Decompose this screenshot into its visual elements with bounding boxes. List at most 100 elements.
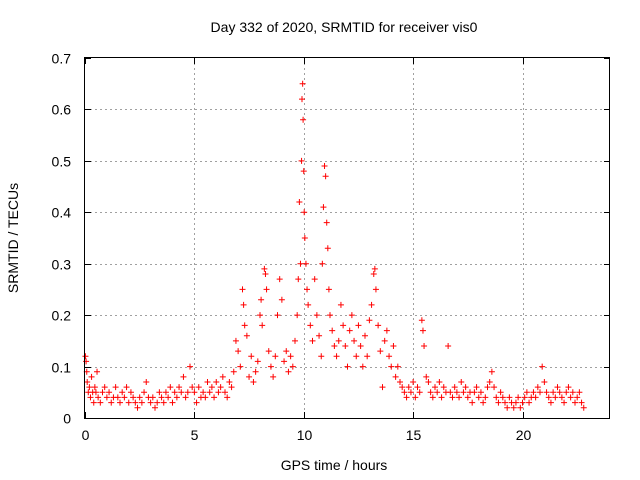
data-point	[534, 384, 541, 391]
data-point	[325, 286, 332, 293]
data-point	[134, 404, 141, 411]
data-point	[298, 157, 305, 164]
data-point	[405, 384, 412, 391]
data-point	[372, 286, 379, 293]
data-point	[545, 394, 552, 401]
chart-title: Day 332 of 2020, SRMTID for receiver vis…	[211, 19, 478, 35]
data-point	[510, 404, 517, 411]
data-point	[178, 389, 185, 396]
data-point	[423, 373, 430, 380]
data-point	[390, 343, 397, 349]
data-point	[114, 394, 121, 401]
data-point	[167, 384, 174, 391]
data-point	[331, 343, 338, 349]
data-point	[202, 394, 209, 401]
data-point	[440, 384, 447, 391]
data-point	[335, 337, 342, 344]
data-point	[499, 394, 506, 401]
data-point	[515, 394, 522, 401]
data-point	[301, 209, 308, 216]
data-point	[217, 384, 224, 391]
data-point	[187, 363, 193, 370]
data-point	[427, 389, 434, 396]
data-point	[165, 394, 172, 401]
grid	[85, 58, 610, 418]
data-point	[477, 389, 484, 396]
data-point	[88, 373, 95, 380]
data-point	[319, 260, 326, 267]
data-point	[160, 399, 167, 406]
data-point	[473, 384, 480, 391]
data-point	[193, 399, 200, 406]
data-point	[243, 332, 250, 339]
data-point	[191, 389, 198, 396]
data-point	[313, 312, 320, 319]
data-point	[281, 358, 288, 365]
data-point	[130, 394, 137, 401]
data-point	[342, 343, 349, 349]
data-point	[488, 368, 495, 375]
data-point	[136, 394, 143, 401]
data-point	[103, 394, 110, 401]
data-point	[541, 379, 548, 385]
data-point	[91, 384, 98, 391]
data-point	[132, 399, 139, 406]
data-point	[232, 337, 239, 344]
data-point	[552, 394, 559, 401]
data-point	[526, 399, 533, 406]
plot-frame	[84, 57, 610, 419]
data-point	[375, 322, 382, 329]
x-tick-label: 15	[406, 427, 422, 443]
data-point	[458, 379, 465, 385]
data-point	[173, 394, 180, 401]
data-point	[125, 399, 132, 406]
data-point	[576, 389, 583, 396]
data-point	[569, 389, 576, 396]
data-point	[414, 384, 421, 391]
data-point	[117, 399, 123, 406]
data-point	[447, 389, 454, 396]
data-point	[364, 353, 371, 360]
data-point	[340, 322, 347, 329]
data-point	[556, 389, 563, 396]
data-point	[248, 353, 255, 360]
data-point	[272, 353, 279, 360]
data-point	[189, 384, 196, 391]
data-point	[469, 399, 476, 406]
data-point	[453, 389, 460, 396]
data-point	[158, 394, 165, 401]
data-point	[250, 379, 257, 385]
data-point	[486, 379, 493, 385]
data-point	[295, 276, 302, 283]
data-point	[567, 394, 574, 401]
data-point	[257, 312, 263, 319]
data-point	[386, 353, 393, 360]
data-point	[300, 116, 307, 123]
y-tick-label: 0.7	[52, 51, 72, 67]
data-point	[419, 327, 426, 334]
data-point	[262, 271, 269, 277]
data-point	[475, 394, 482, 401]
data-point	[106, 389, 113, 396]
data-point	[383, 327, 390, 334]
data-point	[379, 384, 386, 391]
data-point	[86, 384, 93, 391]
data-point	[512, 399, 519, 406]
data-point	[359, 363, 366, 370]
data-point	[252, 368, 259, 375]
data-point	[329, 327, 336, 334]
data-point	[87, 394, 94, 401]
data-point	[292, 337, 298, 344]
data-point	[403, 394, 410, 401]
data-point	[283, 348, 290, 355]
data-point	[119, 389, 126, 396]
data-point	[539, 363, 546, 370]
data-point	[471, 389, 478, 396]
data-point	[377, 348, 384, 355]
data-point	[438, 394, 445, 401]
data-point	[412, 394, 419, 401]
data-point	[169, 399, 176, 406]
data-point	[370, 271, 377, 277]
data-point	[300, 168, 307, 175]
data-point	[162, 389, 169, 396]
